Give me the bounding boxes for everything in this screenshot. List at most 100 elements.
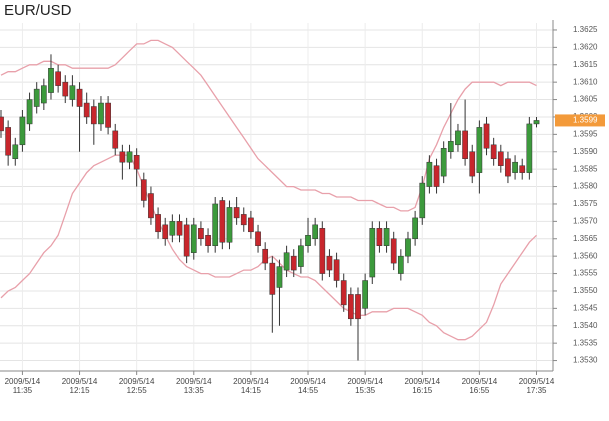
y-tick-label: 1.3535: [573, 338, 598, 347]
candle-body: [512, 161, 518, 173]
y-tick-label: 1.3575: [573, 199, 598, 208]
candle-body: [355, 294, 361, 320]
y-tick-label: 1.3545: [573, 303, 598, 312]
candle-body: [348, 294, 354, 320]
candle-body: [140, 179, 147, 201]
candle-body: [440, 148, 447, 177]
candle-body: [483, 123, 490, 149]
candle-body: [55, 71, 61, 86]
candle-body: [48, 67, 54, 93]
candle-body: [0, 116, 4, 132]
candle-body: [419, 182, 426, 219]
candle-body: [369, 228, 376, 278]
candle-body: [119, 151, 126, 163]
y-tick-label: 1.3590: [573, 147, 598, 156]
y-tick-label: 1.3555: [573, 269, 598, 278]
candle-body: [469, 151, 476, 177]
y-tick-label: 1.3595: [573, 129, 598, 138]
candle-body: [405, 238, 411, 257]
candle-body: [112, 130, 119, 149]
x-tick-label: 2009/5/14 12:55: [118, 377, 155, 395]
candle-body: [276, 266, 283, 288]
candle-body: [447, 141, 454, 153]
candle-body: [505, 158, 511, 177]
chart-title: EUR/USD: [4, 2, 72, 19]
y-tick-label: 1.3605: [573, 95, 598, 104]
candle-body: [519, 165, 526, 173]
candle-body: [155, 214, 161, 233]
candle-body: [226, 207, 233, 243]
candle-body: [198, 228, 204, 240]
candle-body: [69, 85, 76, 100]
x-tick-label: 2009/5/14 14:55: [290, 377, 326, 395]
y-tick-label: 1.3530: [573, 356, 598, 365]
candle-body: [5, 127, 11, 156]
y-tick-label: 1.3615: [573, 60, 598, 69]
y-tick-label: 1.3540: [573, 321, 598, 330]
candle-body: [283, 252, 290, 271]
candle-body: [233, 207, 240, 219]
candle-body: [133, 154, 140, 170]
band-line: [0, 39, 537, 212]
candle-body: [255, 231, 261, 246]
candle-body: [333, 259, 340, 281]
candle-body: [497, 151, 504, 166]
plot-background: [0, 23, 553, 371]
candle-body: [12, 144, 19, 159]
x-tick-label: 2009/5/14 11:35: [4, 377, 41, 395]
candle-body: [533, 120, 540, 125]
x-tick-label: 2009/5/14 17:35: [518, 377, 555, 395]
y-tick-label: 1.3560: [573, 251, 598, 260]
candle-body: [219, 200, 226, 243]
candle-body: [33, 88, 40, 107]
candle-body: [426, 161, 433, 187]
y-tick-label: 1.3570: [573, 216, 598, 225]
y-tick-label: 1.3625: [573, 25, 598, 34]
candle-body: [190, 224, 197, 253]
candle-body: [240, 214, 247, 226]
candle-body: [383, 228, 390, 246]
candle-body: [105, 102, 111, 128]
y-tick-label: 1.3565: [573, 234, 598, 243]
candle-body: [90, 106, 97, 125]
candle-body: [62, 81, 69, 97]
candle-body: [148, 193, 154, 219]
candle-body: [298, 245, 304, 267]
candle-body: [312, 224, 319, 240]
candle-body: [326, 255, 333, 271]
candle-body: [269, 262, 276, 295]
candle-body: [305, 235, 311, 246]
y-tick-label: 1.3610: [573, 77, 598, 86]
candle-body: [176, 221, 183, 236]
candle-body: [290, 255, 297, 271]
band-line: [0, 154, 537, 341]
candle-body: [340, 280, 347, 306]
y-tick-label: 1.3620: [573, 42, 598, 51]
candle-body: [362, 280, 368, 309]
candle-body: [462, 130, 468, 159]
candle-body: [262, 248, 269, 264]
x-tick-label: 2009/5/14 12:15: [61, 377, 98, 395]
candle-body: [183, 224, 190, 257]
candle-body: [205, 235, 211, 246]
candle-body: [390, 238, 397, 264]
candle-body: [169, 221, 176, 236]
candle-body: [376, 228, 383, 246]
candle-body: [40, 85, 47, 104]
candle-body: [19, 116, 26, 146]
x-tick-label: 2009/5/14 16:15: [404, 377, 441, 395]
candle-body: [212, 203, 219, 246]
candle-body: [455, 130, 461, 146]
candle-body: [526, 123, 533, 173]
candle-body: [476, 127, 483, 173]
candle-body: [397, 255, 404, 274]
y-tick-label: 1.3580: [573, 182, 598, 191]
candle-body: [76, 88, 83, 107]
candle-body: [83, 102, 90, 118]
y-tick-label: 1.3550: [573, 286, 598, 295]
last-price-box: [555, 114, 605, 127]
x-tick-label: 2009/5/14 16:55: [461, 377, 498, 395]
candle-body: [126, 151, 133, 163]
